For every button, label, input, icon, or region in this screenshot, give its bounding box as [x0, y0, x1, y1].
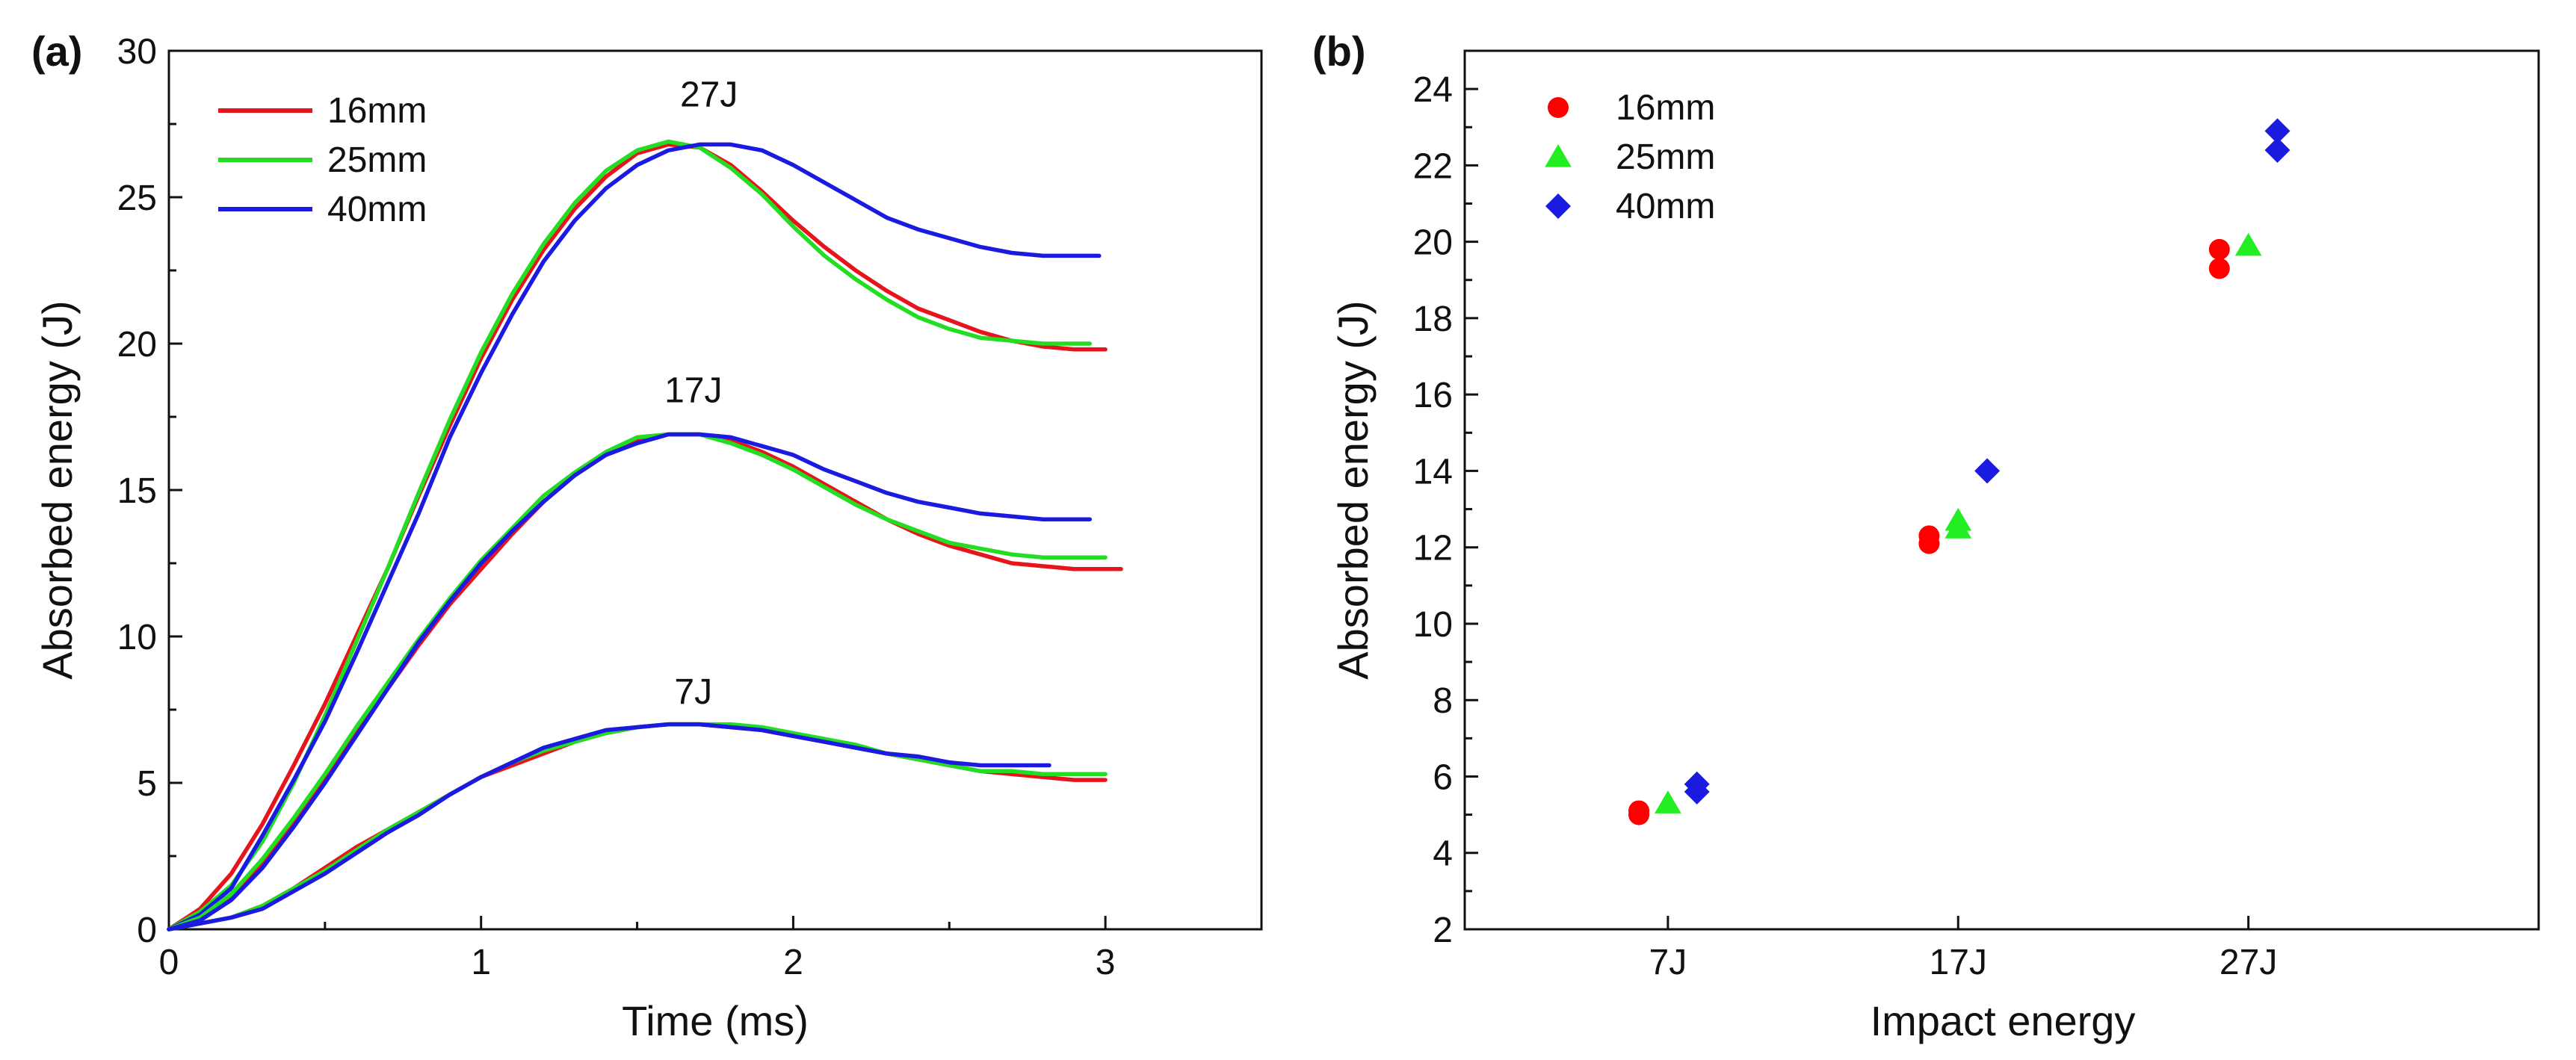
y-tick-label: 30	[117, 32, 157, 72]
legend-marker-16mm	[1548, 97, 1569, 118]
data-point-40mm	[1684, 771, 1710, 797]
y-tick-label: 5	[137, 764, 157, 804]
y-tick-label: 6	[1433, 757, 1453, 797]
y-tick-label: 18	[1413, 300, 1453, 339]
data-point-40mm	[1974, 458, 2001, 484]
panel-a-series	[167, 139, 1123, 932]
x-tick-label: 1	[471, 943, 491, 982]
data-point-40mm	[2264, 137, 2291, 163]
series-line-7j-40mm	[167, 722, 1051, 932]
legend-marker-shape-25mm	[1545, 144, 1572, 167]
y-tick-label: 12	[1413, 529, 1453, 568]
y-tick-label: 20	[117, 325, 157, 365]
y-tick-label: 8	[1433, 681, 1453, 721]
y-tick-label: 2	[1433, 911, 1453, 950]
panel-b-points	[1628, 118, 2291, 825]
series-line-17j-16mm	[167, 432, 1123, 932]
x-tick-label: 17J	[1930, 943, 1987, 982]
data-point-16mm	[1628, 800, 1650, 822]
y-tick-label: 20	[1413, 223, 1453, 263]
panel-b-axes	[1463, 49, 2540, 931]
annotation-17j: 17J	[664, 371, 722, 410]
x-tick-label: 7J	[1649, 943, 1687, 982]
legend-marker-shape-16mm	[1548, 97, 1569, 118]
y-tick-label: 25	[117, 179, 157, 218]
y-tick-label: 4	[1433, 834, 1453, 874]
series-line-27j-16mm	[167, 142, 1108, 932]
data-point-25mm	[2234, 232, 2262, 256]
legend-label-40mm: 40mm	[327, 190, 427, 229]
y-tick-label: 10	[117, 618, 157, 657]
panel-a-y-axis-title: Absorbed energy (J)	[34, 300, 81, 679]
y-tick-label: 22	[1413, 146, 1453, 186]
x-tick-label: 0	[159, 943, 179, 982]
annotation-27j: 27J	[680, 75, 738, 114]
panel-a-x-axis-title: Time (ms)	[622, 997, 809, 1044]
x-tick-label: 3	[1096, 943, 1116, 982]
panel-b-x-axis-title: Impact energy	[1871, 997, 2136, 1044]
data-point-16mm	[2208, 258, 2230, 279]
annotation-7j: 7J	[674, 672, 712, 712]
panel-b-frame	[1463, 49, 2540, 931]
panel-a-label: (a)	[31, 28, 82, 75]
series-line-27j-40mm	[167, 142, 1102, 932]
legend-label-40mm: 40mm	[1616, 187, 1715, 226]
legend-marker-40mm	[1545, 193, 1571, 219]
data-point-16mm	[1918, 525, 1940, 547]
panel-a-legend: 16mm 25mm 40mm	[218, 91, 427, 229]
legend-label-25mm: 25mm	[327, 140, 427, 180]
series-line-27j-25mm	[167, 139, 1093, 932]
series-line-17j-25mm	[167, 432, 1108, 932]
y-tick-label: 10	[1413, 605, 1453, 645]
legend-marker-25mm	[1545, 144, 1572, 167]
y-tick-label: 15	[117, 471, 157, 511]
y-tick-label: 14	[1413, 452, 1453, 492]
legend-label-16mm: 16mm	[327, 91, 427, 131]
panel-b-label: (b)	[1312, 28, 1366, 75]
panel-a-axes	[167, 49, 1263, 931]
legend-label-16mm: 16mm	[1616, 88, 1715, 128]
panel-a-annotations: 27J 17J 7J	[664, 75, 738, 712]
y-tick-label: 24	[1413, 70, 1453, 110]
legend-label-25mm: 25mm	[1616, 137, 1715, 177]
panel-a-frame	[167, 49, 1263, 931]
legend-marker-shape-40mm	[1545, 193, 1571, 219]
data-point-25mm	[1945, 507, 1972, 531]
series-line-17j-40mm	[167, 432, 1093, 932]
data-point-40mm	[2264, 118, 2291, 144]
data-point-16mm	[2208, 238, 2230, 260]
y-tick-label: 16	[1413, 376, 1453, 415]
y-tick-label: 0	[137, 911, 157, 950]
x-tick-label: 27J	[2220, 943, 2277, 982]
panel-b-y-axis-title: Absorbed energy (J)	[1329, 300, 1377, 679]
x-tick-label: 2	[783, 943, 803, 982]
data-point-25mm	[1655, 790, 1681, 813]
panel-b-legend: 16mm 25mm 40mm	[1545, 88, 1715, 226]
